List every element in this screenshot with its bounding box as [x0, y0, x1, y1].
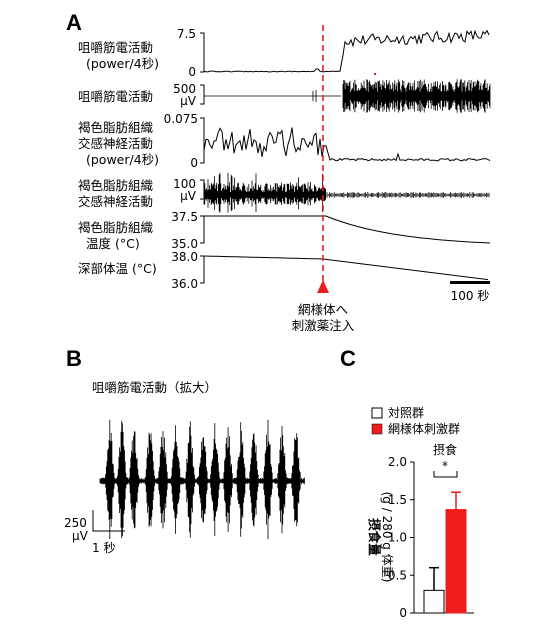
panel-b-signal: [99, 419, 305, 540]
trace1-line: [203, 29, 490, 73]
panel-a-letter: A: [66, 10, 82, 35]
trace1-tick-bottom: 0: [188, 65, 196, 79]
panel-b-scalebar: [92, 510, 125, 532]
panel-b-letter: B: [66, 346, 82, 371]
trace6-tick-bottom: 36.0: [171, 277, 198, 291]
panel-b-title: 咀嚼筋電活動（拡大）: [92, 380, 217, 395]
panel-b-scale-unit: μV: [72, 529, 89, 543]
panel-b-emg-zoomed-trace: [99, 419, 305, 540]
trace1-label-line2: (power/4秒): [86, 56, 159, 71]
trace3-bat-sna-power: [203, 127, 491, 162]
panel-c-bar-chart: 0 0.5 1.0 1.5 2.0: [388, 455, 474, 620]
legend-swatch-control: [371, 407, 383, 419]
trace3-label-line3: (power/4秒): [86, 152, 159, 167]
time-scalebar-label: 100 秒: [451, 289, 490, 303]
trace6-label: 深部体温 (°C): [78, 261, 157, 276]
trace2-scale-value: 500: [173, 82, 196, 96]
panel-c-title: 摂食: [433, 442, 457, 457]
panel-c-ytick-label: 1.5: [388, 493, 407, 507]
trace3-label-line2: 交感神経活動: [78, 136, 153, 151]
trace5-tick-bottom: 35.0: [171, 237, 198, 251]
panel-c-ytick-label: 2.0: [388, 455, 407, 469]
injection-label-line1: 網様体へ: [298, 302, 348, 317]
trace2-emg-raw: [204, 79, 491, 113]
trace4-scale-value: 100: [173, 177, 196, 191]
trace2-label: 咀嚼筋電活動: [78, 89, 153, 104]
trace4-signal: [203, 172, 490, 213]
legend-swatch-stimulated: [371, 423, 383, 435]
injection-label-line2: 刺激薬注入: [292, 318, 355, 333]
trace5-tick-top: 37.5: [171, 210, 198, 224]
panel-c-ylabel-line1: 摂食量: [367, 518, 382, 556]
legend-label-stimulated: 網様体刺激群: [388, 422, 460, 436]
bar-control: [423, 589, 445, 614]
trace3-axis: [200, 117, 205, 164]
panel-c-ylabel-line2: (g / 280 g 体重): [380, 492, 394, 583]
trace2-scale-unit: μV: [180, 94, 197, 108]
legend-label-control: 対照群: [388, 406, 424, 420]
bar-stimulated: [445, 509, 467, 614]
trace5-line: [204, 215, 491, 244]
panel-c-ytick-label: 0.5: [388, 568, 407, 582]
trace3-tick-bottom: 0: [190, 156, 198, 170]
trace4-scalebar: [200, 179, 205, 200]
trace1-axis: [200, 32, 205, 73]
trace6-core-temperature: [203, 255, 489, 281]
trace3-tick-top: 0.075: [164, 112, 198, 126]
significance-bracket: [433, 471, 458, 478]
panel-b-scale-time: 1 秒: [92, 541, 115, 555]
trace3-label-line1: 褐色脂肪組織: [78, 120, 154, 135]
trace5-label-line2: 温度 (°C): [86, 236, 140, 251]
panel-b-scale-value: 250: [64, 516, 87, 530]
panel-c-ytick-label: 0: [399, 606, 407, 620]
time-scalebar: [450, 281, 490, 284]
trace1-emg-power: [203, 29, 490, 75]
trace5-axis: [200, 215, 205, 244]
trace3-line: [203, 127, 491, 162]
trace2-signal: [204, 79, 491, 113]
trace6-line: [203, 255, 489, 281]
trace4-label-line1: 褐色脂肪組織: [78, 178, 154, 193]
significance-star: *: [442, 459, 448, 473]
trace4-label-line2: 交感神経活動: [78, 194, 153, 209]
trace6-axis: [200, 255, 205, 284]
trace6-tick-top: 38.0: [171, 250, 198, 264]
trace2-scalebar: [200, 84, 205, 105]
trace5-bat-temperature: [204, 215, 491, 244]
trace4-bat-sna-raw: [203, 172, 490, 213]
trace5-label-line1: 褐色脂肪組織: [78, 220, 154, 235]
panel-c-letter: C: [340, 346, 356, 371]
panel-c-ytick-label: 1.0: [388, 531, 407, 545]
trace4-scale-unit: μV: [180, 189, 197, 203]
trace1-tick-top: 7.5: [177, 27, 196, 41]
injection-marker-triangle: [317, 280, 329, 293]
trace1-red-dot: [374, 73, 376, 75]
trace1-label-line1: 咀嚼筋電活動: [78, 40, 153, 55]
